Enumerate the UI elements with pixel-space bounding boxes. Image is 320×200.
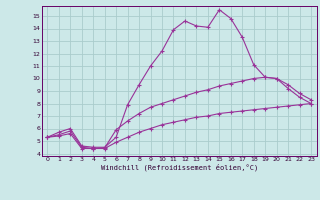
X-axis label: Windchill (Refroidissement éolien,°C): Windchill (Refroidissement éolien,°C) [100,164,258,171]
